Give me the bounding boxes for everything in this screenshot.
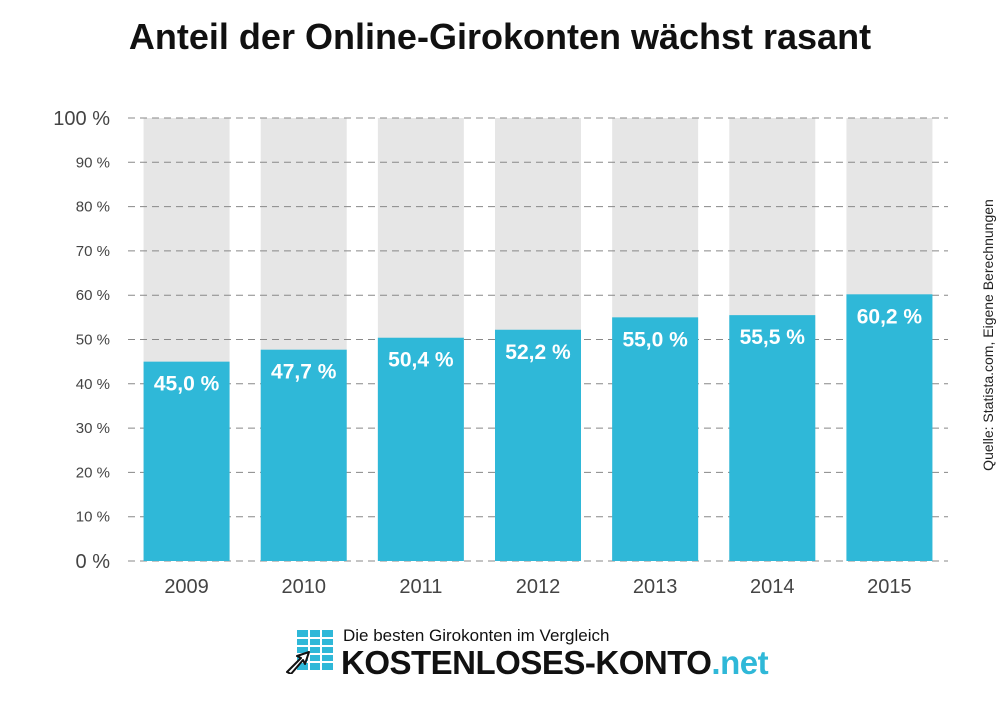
footer-brand: KOSTENLOSES-KONTO.net bbox=[341, 644, 769, 682]
bar-2014 bbox=[729, 315, 816, 561]
source-note: Quelle: Statista.com, Eigene Berechnunge… bbox=[980, 199, 996, 471]
bar-2009 bbox=[143, 361, 230, 561]
x-tick-label-2009: 2009 bbox=[164, 576, 209, 598]
chart-title: Anteil der Online-Girokonten wächst rasa… bbox=[128, 16, 872, 57]
footer-brand-name: KOSTENLOSES-KONTO bbox=[341, 644, 712, 681]
data-label-2011: 50,4 % bbox=[388, 349, 454, 372]
table-pointer-icon bbox=[286, 630, 333, 674]
bar-2012 bbox=[495, 329, 581, 561]
y-tick-label: 10 % bbox=[76, 509, 110, 526]
y-tick-label: 70 % bbox=[76, 243, 110, 260]
y-tick-label: 0 % bbox=[76, 551, 111, 573]
data-label-2013: 55,0 % bbox=[622, 328, 688, 351]
y-tick-label: 100 % bbox=[53, 108, 110, 130]
y-tick-label: 30 % bbox=[76, 420, 110, 437]
footer-brand-tld: .net bbox=[711, 644, 769, 681]
bar-2011 bbox=[377, 337, 464, 561]
footer-logo: Die besten Girokonten im Vergleich KOSTE… bbox=[285, 622, 769, 682]
y-tick-label: 90 % bbox=[76, 154, 110, 171]
x-tick-label-2015: 2015 bbox=[867, 576, 912, 598]
y-tick-label: 60 % bbox=[76, 287, 110, 304]
data-label-2009: 45,0 % bbox=[154, 373, 220, 396]
data-label-2015: 60,2 % bbox=[857, 305, 923, 328]
bar-2015 bbox=[846, 294, 933, 561]
bar-2010 bbox=[260, 349, 347, 561]
y-tick-label: 20 % bbox=[76, 464, 110, 481]
data-label-2014: 55,5 % bbox=[740, 326, 806, 349]
bar-2013 bbox=[612, 317, 699, 561]
x-tick-label-2011: 2011 bbox=[399, 576, 442, 598]
x-tick-label-2013: 2013 bbox=[633, 576, 678, 598]
x-tick-label-2012: 2012 bbox=[516, 576, 561, 598]
y-tick-label: 80 % bbox=[76, 199, 110, 216]
data-label-2010: 47,7 % bbox=[271, 361, 337, 384]
footer-tagline: Die besten Girokonten im Vergleich bbox=[343, 626, 610, 645]
y-tick-label: 50 % bbox=[76, 332, 110, 349]
data-label-2012: 52,2 % bbox=[505, 341, 571, 364]
x-tick-label-2014: 2014 bbox=[750, 576, 795, 598]
y-tick-label: 40 % bbox=[76, 376, 110, 393]
x-tick-label-2010: 2010 bbox=[281, 576, 326, 598]
